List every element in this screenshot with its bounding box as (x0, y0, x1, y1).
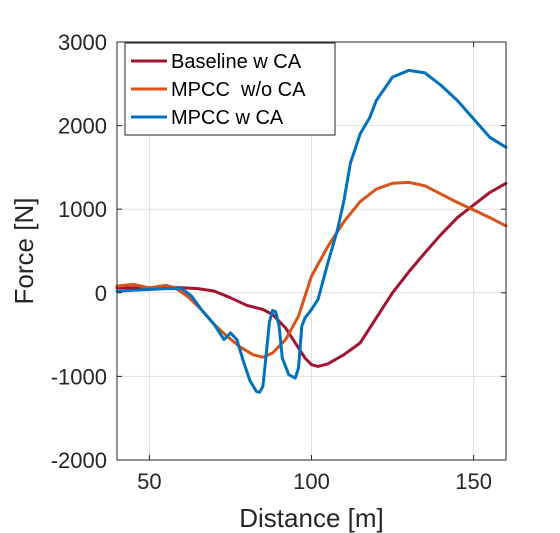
x-axis-label: Distance [m] (239, 503, 384, 533)
series-line-3 (115, 68, 508, 394)
y-tick-label: -2000 (51, 448, 107, 473)
x-tick-label: 150 (455, 469, 492, 494)
legend-entry: MPCC w/o CA (171, 79, 306, 101)
y-tick-label: 3000 (58, 30, 107, 55)
y-tick-label: 0 (95, 281, 107, 306)
series-layer (115, 68, 508, 394)
y-tick-label: -1000 (51, 364, 107, 389)
y-tick-label: 2000 (58, 114, 107, 139)
legend-entry: Baseline w CA (171, 51, 302, 73)
y-axis-label: Force [N] (9, 198, 39, 305)
legend-entry: MPCC w CA (171, 107, 284, 129)
legend: Baseline w CA MPCC w/o CA MPCC w CA (124, 42, 336, 136)
series-line-2 (115, 180, 508, 359)
y-axis-ticks: -2000 -1000 0 1000 2000 3000 (51, 30, 506, 473)
series-line-1 (115, 181, 508, 368)
y-tick-label: 1000 (58, 197, 107, 222)
x-tick-label: 100 (293, 469, 330, 494)
x-tick-label: 50 (137, 469, 161, 494)
